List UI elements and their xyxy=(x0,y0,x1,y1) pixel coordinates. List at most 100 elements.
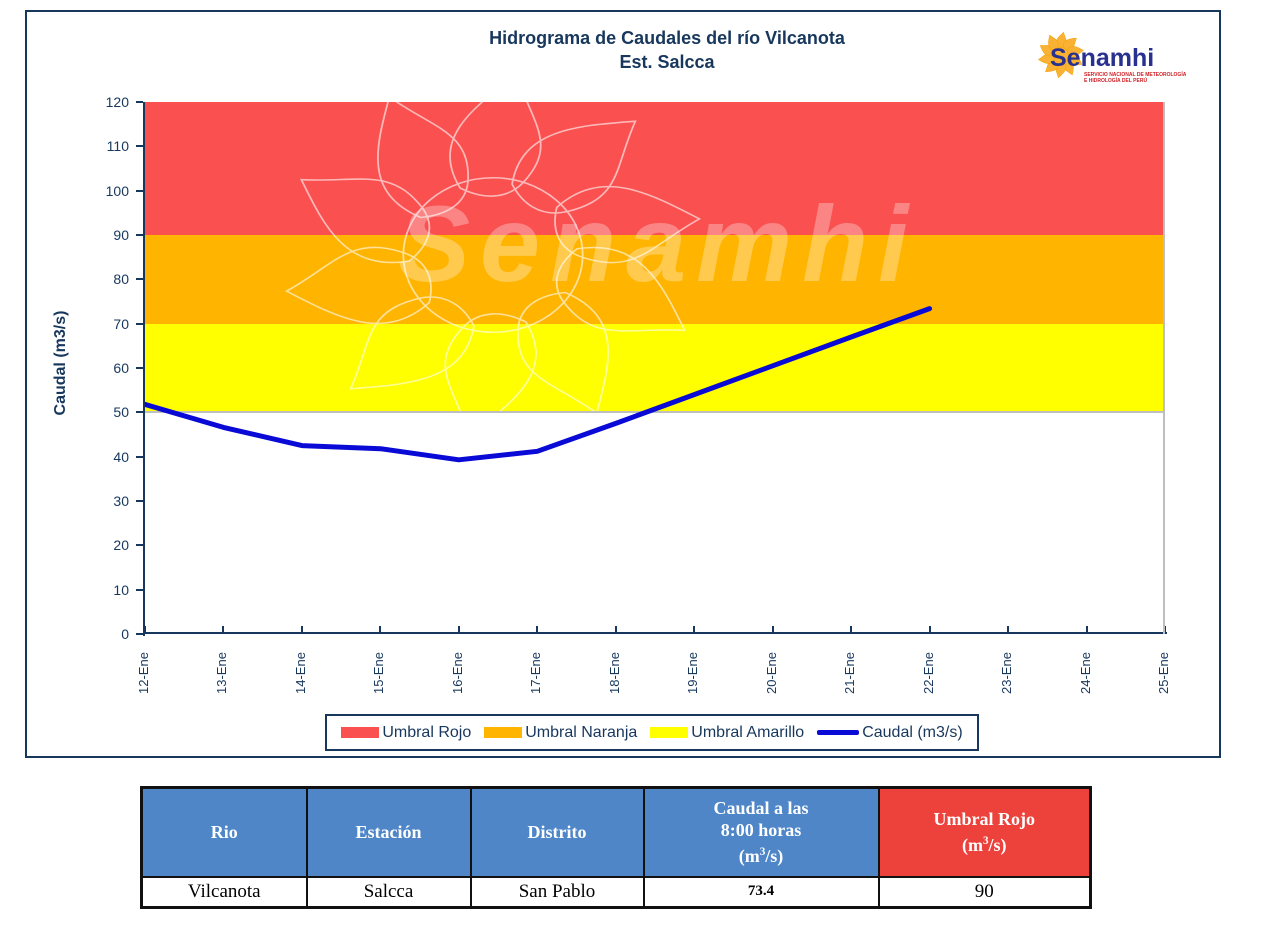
y-tick xyxy=(136,234,143,236)
table-cell: 73.4 xyxy=(642,875,880,909)
senamhi-caption-line1: SERVICIO NACIONAL DE METEOROLOGÍA xyxy=(1084,72,1187,78)
y-tick-label: 0 xyxy=(121,626,129,642)
x-tick-label: 13-Ene xyxy=(214,652,230,694)
chart-card: Hidrograma de Caudales del río Vilcanota… xyxy=(25,10,1221,758)
x-axis-line xyxy=(143,632,1167,634)
y-tick-label: 90 xyxy=(113,227,129,243)
x-tick xyxy=(1085,626,1088,633)
table-header-cell: Caudal a las 8:00 horas (m3/s) xyxy=(642,786,880,878)
x-tick xyxy=(144,626,146,633)
y-tick xyxy=(136,544,143,547)
legend-label: Caudal (m3/s) xyxy=(862,723,963,741)
legend-label: Umbral Naranja xyxy=(525,723,638,741)
y-tick-label: 30 xyxy=(113,493,129,509)
table-row: Vilcanota Salcca San Pablo 73.4 90 xyxy=(140,875,1092,909)
legend-color-swatch xyxy=(650,727,689,738)
x-tick-label: 24-Ene xyxy=(1077,652,1093,694)
y-tick xyxy=(136,455,143,458)
x-tick xyxy=(536,626,539,633)
threshold-50-baseline xyxy=(145,411,1165,414)
table-header-cell: Umbral Rojo (m3/s) xyxy=(877,786,1092,878)
table-cell: Salcca xyxy=(305,875,472,909)
x-tick xyxy=(928,626,931,633)
senamhi-logo: Senamhi SERVICIO NACIONAL DE METEOROLOGÍ… xyxy=(1022,20,1212,92)
table-cell: Vilcanota xyxy=(140,875,308,909)
table-header-row: Rio Estación Distrito Caudal a las 8:00 hora… xyxy=(140,786,1092,878)
y-tick xyxy=(136,322,143,325)
y-tick-label: 40 xyxy=(113,448,129,465)
y-tick xyxy=(136,633,143,635)
table-header-cell: Estación xyxy=(305,786,472,878)
y-tick-label: 70 xyxy=(113,315,129,332)
chart-title-line1: Hidrograma de Caudales del río Vilcanota xyxy=(489,28,845,48)
x-tick xyxy=(222,626,225,633)
caudal-line-series xyxy=(145,306,933,463)
chart-legend: Umbral Rojo Umbral Naranja Umbral Amarillo… xyxy=(325,714,979,751)
senamhi-caption-line2: E HIDROLOGÍA DEL PERÚ xyxy=(1084,78,1148,84)
legend-item: Umbral Amarillo xyxy=(650,724,804,742)
y-tick xyxy=(136,101,143,103)
y-tick xyxy=(136,500,143,502)
chart-title-line2: Est. Salcca xyxy=(619,52,715,72)
x-tick xyxy=(771,626,774,633)
y-tick xyxy=(136,145,143,148)
x-tick-label: 17-Ene xyxy=(528,652,544,694)
x-tick-label: 19-Ene xyxy=(685,652,701,694)
plot-area: Senamhi xyxy=(145,102,1165,634)
y-tick xyxy=(136,411,143,414)
x-tick-label: 18-Ene xyxy=(606,652,622,694)
unit-label: (m3/s) xyxy=(961,835,1007,856)
y-axis-title: Caudal (m3/s) xyxy=(52,310,69,416)
legend-label: Umbral Rojo xyxy=(382,723,472,741)
y-axis-line xyxy=(143,102,145,636)
plot-right-border xyxy=(1163,102,1165,634)
x-tick xyxy=(379,626,382,633)
y-tick-label: 80 xyxy=(113,271,129,288)
x-tick xyxy=(693,626,696,633)
x-tick-label: 12-Ene xyxy=(136,652,151,694)
table-cell: San Pablo xyxy=(469,875,645,909)
x-tick xyxy=(300,626,303,633)
x-tick-label: 14-Ene xyxy=(292,652,308,694)
y-tick-label: 100 xyxy=(105,182,129,199)
y-tick-label: 50 xyxy=(113,404,129,421)
y-tick-label: 60 xyxy=(113,360,129,376)
senamhi-logo-caption: SERVICIO NACIONAL DE METEOROLOGÍA E HIDR… xyxy=(1084,72,1186,84)
legend-item: Caudal (m3/s) xyxy=(817,723,963,742)
x-tick-label: 16-Ene xyxy=(449,652,465,694)
station-info-table: Rio Estación Distrito Caudal a las 8:00 hora… xyxy=(140,786,1092,909)
y-tick xyxy=(136,278,143,281)
y-tick xyxy=(136,367,143,369)
x-tick-label: 22-Ene xyxy=(920,652,936,694)
table-cell: 90 xyxy=(877,875,1092,909)
legend-color-swatch xyxy=(484,727,523,738)
chart-title: Hidrograma de Caudales del río Vilcanota… xyxy=(147,26,1187,74)
legend-item: Umbral Rojo xyxy=(341,724,471,742)
y-tick-label: 120 xyxy=(105,94,129,110)
table-header-cell: Distrito xyxy=(469,786,645,878)
legend-line-swatch xyxy=(817,730,860,735)
threshold-band-umbral-amarillo xyxy=(145,323,1165,413)
x-tick-label: 25-Ene xyxy=(1156,652,1171,694)
x-tick xyxy=(457,626,460,633)
x-tick-label: 21-Ene xyxy=(842,652,858,694)
x-tick-label: 23-Ene xyxy=(999,652,1015,694)
x-tick xyxy=(1007,626,1010,633)
table-header-cell: Rio xyxy=(140,786,308,878)
legend-item: Umbral Naranja xyxy=(484,724,637,742)
x-tick xyxy=(1164,626,1166,633)
unit-label: (m3/s) xyxy=(738,846,784,867)
x-tick-label: 20-Ene xyxy=(763,652,779,694)
senamhi-logo-text: Senamhi xyxy=(1050,44,1155,72)
y-tick-label: 20 xyxy=(113,537,129,554)
x-tick-label: 15-Ene xyxy=(371,652,387,694)
x-tick xyxy=(614,626,617,633)
y-tick-label: 10 xyxy=(113,581,129,598)
legend-color-swatch xyxy=(341,727,380,738)
legend-label: Umbral Amarillo xyxy=(691,723,805,741)
x-tick xyxy=(850,626,853,633)
y-tick xyxy=(136,189,143,192)
y-tick-label: 110 xyxy=(106,138,129,155)
y-tick xyxy=(136,588,143,591)
